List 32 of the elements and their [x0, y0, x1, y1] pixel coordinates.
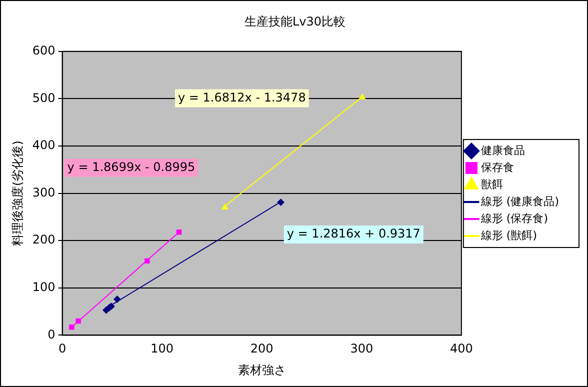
point [222, 204, 228, 210]
y-tick-label: 400 [32, 138, 56, 152]
y-tick-label: 0 [48, 327, 56, 342]
point [277, 198, 284, 206]
legend-label: 保存食 [480, 160, 514, 174]
legend-label: 線形 (獣餌) [480, 228, 538, 242]
y-tick-label: 300 [32, 185, 56, 200]
x-tick-label: 0 [58, 342, 66, 356]
point [359, 94, 366, 100]
annotation: y = 1.2816x + 0.9317 [286, 226, 420, 241]
x-tick-label: 100 [150, 342, 174, 356]
y-tick-label: 100 [32, 280, 56, 294]
y-tick-label: 600 [32, 44, 56, 58]
point [69, 324, 74, 330]
annotation: y = 1.8699x - 0.8995 [67, 160, 196, 174]
x-tick-label: 300 [350, 342, 374, 356]
point [144, 258, 150, 264]
y-axis-title: 料理後強度(劣化後) [10, 140, 24, 246]
y-tick-label: 200 [32, 232, 56, 247]
x-tick-label: 400 [450, 342, 473, 356]
legend-label: 線形 (保存食) [480, 212, 548, 225]
x-tick-label: 200 [250, 342, 274, 356]
legend-label: 線形 (健康食品) [480, 194, 560, 208]
point [114, 296, 121, 303]
annotation: y = 1.6812x - 1.3478 [178, 90, 306, 104]
chart-title: 生産技能Lv30比較 [244, 14, 346, 28]
x-axis-title: 素材強さ [238, 362, 286, 377]
legend-label: 健康食品 [480, 144, 525, 157]
y-tick-label: 500 [32, 90, 56, 105]
point [76, 318, 81, 324]
legend-label: 獣餌 [480, 178, 503, 191]
point [176, 229, 182, 235]
